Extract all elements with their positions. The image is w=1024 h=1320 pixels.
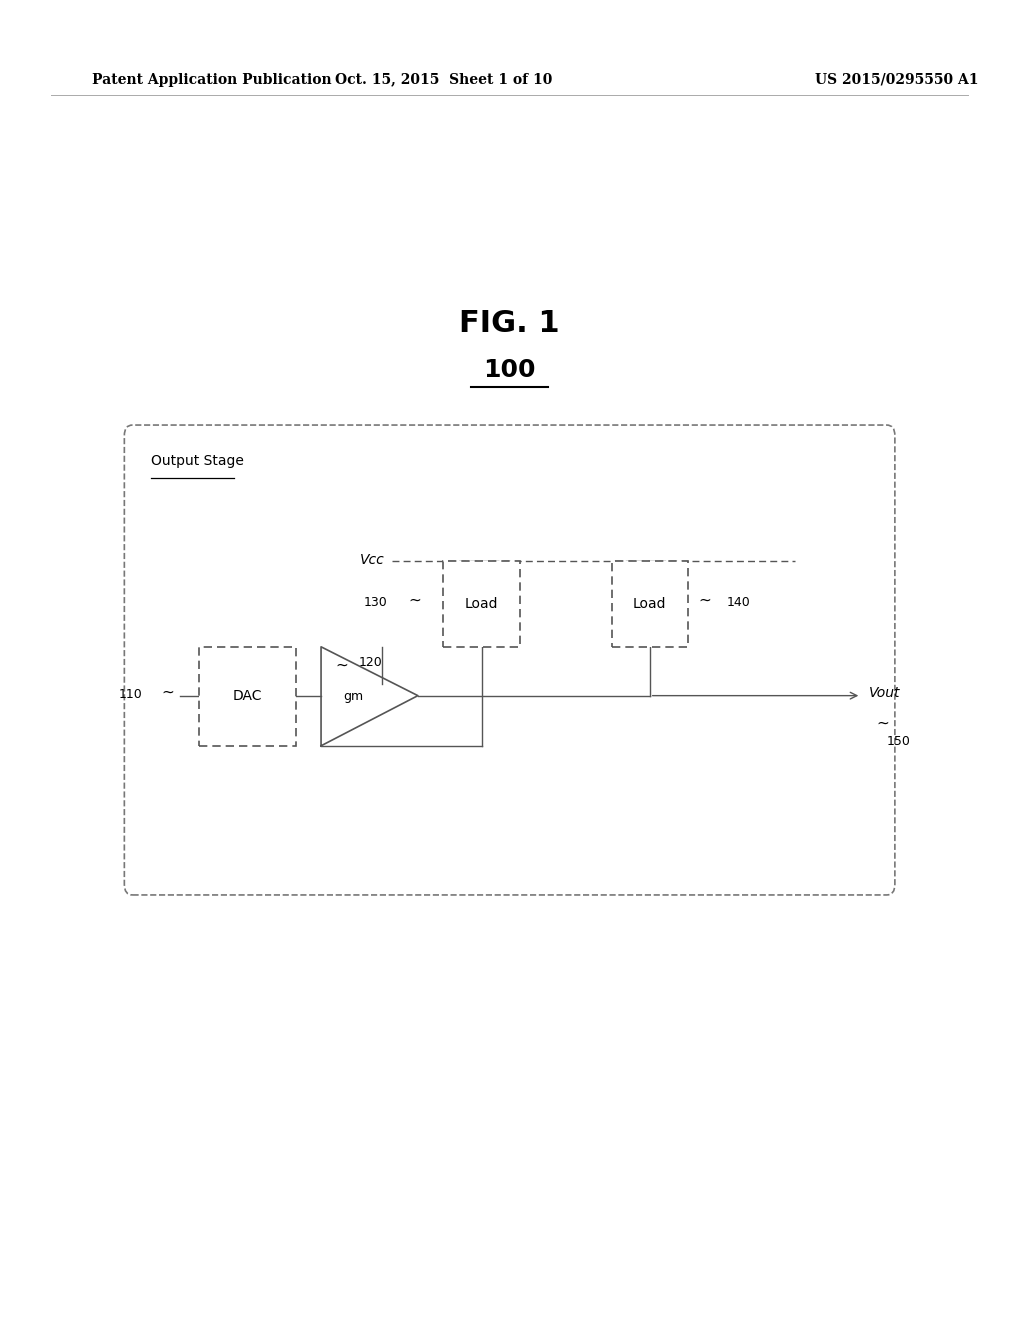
Text: 120: 120 <box>358 656 383 669</box>
Text: 100: 100 <box>483 358 536 381</box>
Text: ~: ~ <box>335 657 348 672</box>
Text: ~: ~ <box>409 593 421 607</box>
Text: US 2015/0295550 A1: US 2015/0295550 A1 <box>815 73 979 87</box>
Text: ~: ~ <box>698 593 711 607</box>
Text: Output Stage: Output Stage <box>151 454 244 469</box>
Text: 150: 150 <box>887 735 910 748</box>
Text: gm: gm <box>343 690 364 702</box>
FancyBboxPatch shape <box>611 561 688 647</box>
Text: DAC: DAC <box>232 689 262 704</box>
Text: ~: ~ <box>162 685 174 700</box>
Text: Oct. 15, 2015  Sheet 1 of 10: Oct. 15, 2015 Sheet 1 of 10 <box>335 73 552 87</box>
FancyBboxPatch shape <box>199 647 296 746</box>
Text: Vout: Vout <box>869 686 901 700</box>
Text: FIG. 1: FIG. 1 <box>460 309 560 338</box>
Polygon shape <box>322 647 418 746</box>
Text: 130: 130 <box>364 597 387 609</box>
FancyBboxPatch shape <box>443 561 520 647</box>
Text: 140: 140 <box>727 597 751 609</box>
Text: 110: 110 <box>119 689 142 701</box>
Text: Load: Load <box>465 597 499 611</box>
Text: ~: ~ <box>877 715 889 730</box>
Text: Vcc: Vcc <box>359 553 384 566</box>
Text: Load: Load <box>633 597 667 611</box>
Text: Patent Application Publication: Patent Application Publication <box>92 73 332 87</box>
